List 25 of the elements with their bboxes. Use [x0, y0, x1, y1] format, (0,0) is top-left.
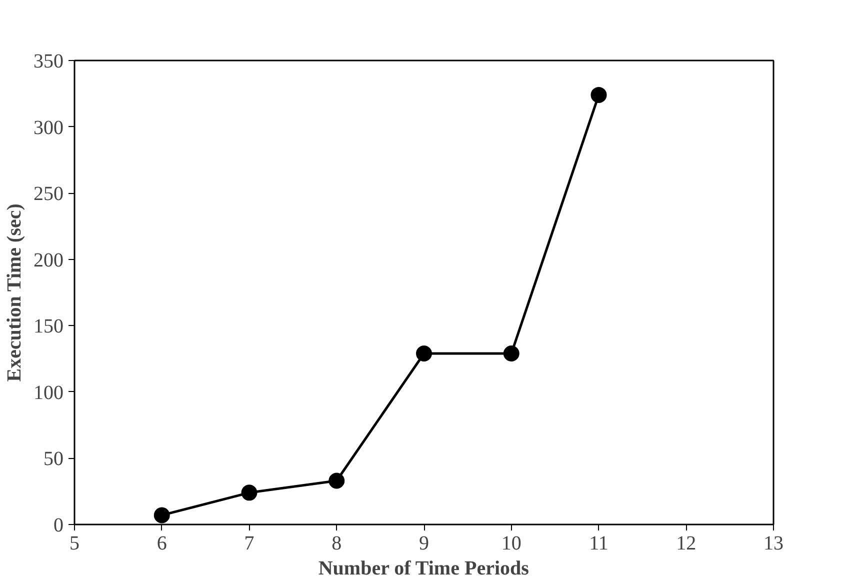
y-tick-label: 150: [34, 316, 64, 338]
y-tick-label: 50: [44, 448, 64, 470]
y-tick-label: 0: [54, 514, 64, 536]
x-tick-label: 9: [419, 532, 429, 554]
y-tick-label: 350: [34, 50, 64, 72]
point: [416, 346, 432, 362]
point: [154, 507, 170, 524]
x-tick-label: 11: [589, 532, 608, 554]
x-tick-label: 13: [764, 532, 784, 554]
x-tick-label: 7: [244, 532, 254, 554]
y-tick-label: 250: [34, 183, 64, 206]
x-tick-label: 8: [332, 532, 342, 554]
y-axis-title: Execution Time (sec): [4, 204, 26, 382]
y-tick-label: 200: [34, 249, 64, 272]
x-tick-label: 5: [70, 532, 80, 554]
point: [328, 472, 345, 489]
x-tick-label: 6: [156, 532, 167, 554]
x-tick-label: 12: [676, 532, 696, 554]
x-axis-title: Number of Time Periods: [318, 558, 530, 580]
x-tick-label: 10: [501, 532, 522, 554]
y-tick-label: 300: [34, 116, 64, 139]
y-tick-label: 100: [34, 382, 64, 404]
point: [590, 86, 607, 103]
point: [241, 484, 258, 501]
point: [503, 346, 520, 362]
